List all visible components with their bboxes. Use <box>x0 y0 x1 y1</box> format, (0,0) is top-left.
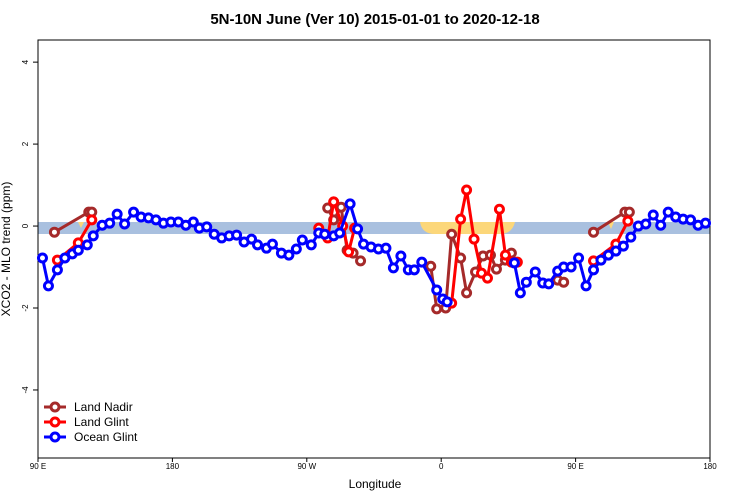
x-tick-label: 90 E <box>567 462 583 471</box>
legend-label: Ocean Glint <box>74 430 138 444</box>
series-line <box>450 189 518 304</box>
data-point <box>42 280 54 292</box>
data-point <box>111 208 123 220</box>
data-point <box>387 262 399 274</box>
data-point <box>252 239 264 251</box>
y-tick-label: 2 <box>21 141 30 146</box>
data-point <box>622 215 634 227</box>
data-point <box>355 255 367 267</box>
data-point <box>36 252 48 264</box>
legend-marker <box>49 416 61 428</box>
data-point <box>425 260 437 272</box>
y-tick-label: -4 <box>21 386 30 394</box>
data-point <box>231 229 243 241</box>
data-point <box>283 249 295 261</box>
data-point <box>640 218 652 230</box>
data-point <box>201 221 213 233</box>
data-point <box>662 206 674 218</box>
data-point <box>87 230 99 242</box>
data-point <box>334 227 346 239</box>
data-point <box>625 231 637 243</box>
data-point <box>543 278 555 290</box>
land-patch <box>78 222 84 228</box>
data-point <box>416 256 428 268</box>
x-tick-label: 90 W <box>297 462 316 471</box>
x-axis-label: Longitude <box>349 477 402 491</box>
data-point <box>499 249 511 261</box>
data-point <box>685 214 697 226</box>
data-point <box>290 243 302 255</box>
data-point <box>344 198 356 210</box>
data-point <box>328 196 340 208</box>
legend-label: Land Nadir <box>74 400 133 414</box>
data-point <box>468 233 480 245</box>
y-axis-label: XCO2 - MLO trend (ppm) <box>0 182 13 317</box>
data-point <box>128 206 140 218</box>
data-point <box>72 244 84 256</box>
land-patch <box>608 222 614 229</box>
data-point <box>266 238 278 250</box>
data-point <box>529 266 541 278</box>
data-point <box>395 250 407 262</box>
plot-frame <box>37 39 711 459</box>
x-tick-label: 180 <box>703 462 717 471</box>
data-point <box>319 228 331 240</box>
data-point <box>119 218 131 230</box>
legend-marker <box>49 401 61 413</box>
data-point <box>520 276 532 288</box>
x-tick-label: 90 E <box>30 462 46 471</box>
data-point <box>573 252 585 264</box>
data-point <box>610 245 622 257</box>
data-point <box>187 216 199 228</box>
data-point <box>490 263 502 275</box>
y-tick-label: 0 <box>21 223 30 228</box>
data-point <box>588 226 600 238</box>
data-point <box>647 209 659 221</box>
data-point <box>461 184 473 196</box>
data-point <box>446 228 458 240</box>
land-patch <box>420 222 515 234</box>
data-point <box>441 296 453 308</box>
data-point <box>623 206 635 218</box>
data-point <box>305 239 317 251</box>
data-point <box>352 223 364 235</box>
data-point <box>431 284 443 296</box>
data-point <box>580 280 592 292</box>
y-tick-label: -2 <box>21 304 30 312</box>
data-point <box>700 217 712 229</box>
data-point <box>595 254 607 266</box>
chart-title: 5N-10N June (Ver 10) 2015-01-01 to 2020-… <box>210 11 539 28</box>
data-point <box>455 213 467 225</box>
data-point <box>380 242 392 254</box>
data-point <box>481 272 493 284</box>
data-point <box>51 264 63 276</box>
data-point <box>655 219 667 231</box>
data-point <box>296 234 308 246</box>
data-point <box>617 240 629 252</box>
x-tick-label: 180 <box>166 462 180 471</box>
data-point <box>431 303 443 315</box>
data-point <box>493 203 505 215</box>
data-point <box>81 239 93 251</box>
legend-label: Land Glint <box>74 415 129 429</box>
data-point <box>104 217 116 229</box>
data-point <box>508 257 520 269</box>
data-point <box>588 264 600 276</box>
y-tick-label: 4 <box>21 59 30 64</box>
data-point <box>408 264 420 276</box>
data-point <box>86 214 98 226</box>
data-point <box>461 287 473 299</box>
x-tick-label: 0 <box>439 462 444 471</box>
legend-marker <box>49 431 61 443</box>
data-point <box>565 261 577 273</box>
data-point <box>558 276 570 288</box>
data-point <box>343 246 355 258</box>
data-point <box>514 287 526 299</box>
data-point <box>48 226 60 238</box>
